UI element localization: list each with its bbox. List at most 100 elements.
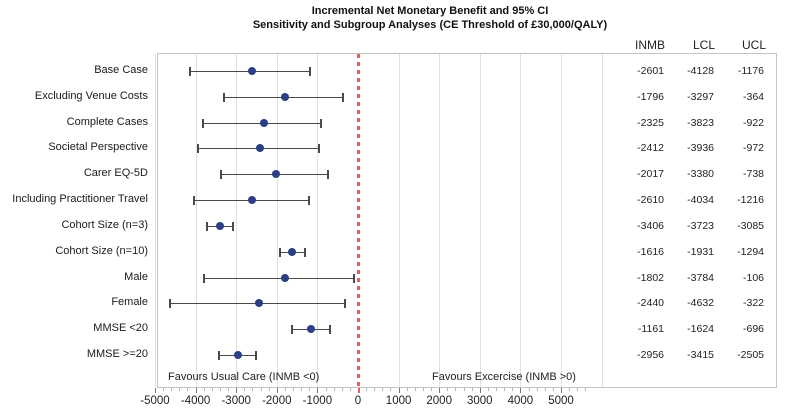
gridline xyxy=(398,54,400,387)
x-axis-minor-tick xyxy=(552,388,554,391)
x-axis-minor-tick xyxy=(219,388,221,391)
x-axis-minor-tick xyxy=(471,388,473,391)
column-header-lcl: LCL xyxy=(692,38,715,52)
x-axis-minor-tick xyxy=(528,388,530,391)
ci-cap-left xyxy=(278,247,281,257)
stat-lcl: -3823 xyxy=(687,116,714,129)
gridline xyxy=(520,54,522,387)
x-axis-minor-tick xyxy=(252,388,254,391)
x-axis-minor-tick xyxy=(301,388,303,391)
ci-whisker xyxy=(204,277,354,279)
x-axis-minor-tick xyxy=(390,388,392,391)
row-label: Complete Cases xyxy=(66,115,148,128)
x-axis-minor-tick xyxy=(585,388,587,391)
gridline xyxy=(155,54,156,387)
row-label: Carer EQ-5D xyxy=(83,167,148,180)
x-axis-tick-label: 0 xyxy=(354,395,362,407)
x-axis-tick xyxy=(195,388,197,393)
x-axis-minor-tick xyxy=(374,388,376,391)
stat-inmb: -1802 xyxy=(637,271,664,284)
gridline xyxy=(276,54,278,387)
stat-inmb: -2601 xyxy=(637,65,664,77)
x-axis-tick xyxy=(276,388,278,393)
x-axis-minor-tick xyxy=(260,388,262,391)
stat-lcl: -4632 xyxy=(687,297,714,310)
row-label: Female xyxy=(111,296,148,309)
x-axis-tick-label: 1000 xyxy=(385,395,412,407)
x-axis-minor-tick xyxy=(179,388,181,391)
x-axis-tick xyxy=(358,388,360,393)
stat-inmb: -2610 xyxy=(637,194,664,207)
x-axis-minor-tick xyxy=(244,388,246,391)
row-label: MMSE <20 xyxy=(93,322,148,335)
x-axis-minor-tick xyxy=(496,388,498,391)
stat-inmb: -1161 xyxy=(637,323,664,336)
stat-lcl: -3723 xyxy=(687,219,714,232)
stat-ucl: -2505 xyxy=(737,349,764,362)
gridline xyxy=(479,54,481,387)
gridline xyxy=(317,54,319,387)
x-axis-minor-tick xyxy=(268,388,270,391)
ci-cap-left xyxy=(203,273,206,283)
x-axis-minor-tick xyxy=(414,388,416,391)
x-axis-minor-tick xyxy=(325,388,327,391)
stat-ucl: -1176 xyxy=(737,65,764,77)
x-axis-tick xyxy=(398,388,400,393)
x-axis-tick-label: -5000 xyxy=(140,395,170,407)
stat-inmb: -2412 xyxy=(637,142,664,155)
stat-lcl: -1931 xyxy=(687,245,714,258)
x-axis-tick-label: -4000 xyxy=(180,395,211,407)
ci-cap-right xyxy=(255,351,258,361)
gridline xyxy=(236,54,238,387)
inmb-marker xyxy=(281,92,290,101)
stat-lcl: -3415 xyxy=(687,349,714,362)
stat-ucl: -106 xyxy=(742,271,764,284)
row-label: Cohort Size (n=3) xyxy=(61,218,148,231)
x-axis-tick-label: 5000 xyxy=(548,395,574,407)
x-axis-tick-label: -2000 xyxy=(262,395,292,407)
ci-cap-left xyxy=(193,196,196,206)
ci-cap-left xyxy=(201,118,204,128)
stat-ucl: -922 xyxy=(742,116,764,129)
chart-subtitle: Sensitivity and Subgroup Analyses (CE Th… xyxy=(252,19,608,31)
stat-inmb: -1796 xyxy=(637,90,664,103)
inmb-marker xyxy=(248,196,257,205)
row-label: Excluding Venue Costs xyxy=(34,89,148,102)
stat-inmb: -2956 xyxy=(637,349,664,362)
ci-cap-left xyxy=(205,221,208,231)
inmb-marker xyxy=(215,221,224,230)
inmb-marker xyxy=(280,273,289,282)
x-axis-minor-tick xyxy=(211,388,213,391)
chart-title: Incremental Net Monetary Benefit and 95%… xyxy=(311,5,549,17)
x-axis-tick xyxy=(236,388,238,393)
stat-inmb: -3406 xyxy=(637,219,664,232)
stat-ucl: -972 xyxy=(742,142,764,155)
x-axis-minor-tick xyxy=(187,388,189,391)
x-axis-tick-label: 3000 xyxy=(467,395,493,407)
inmb-marker xyxy=(254,299,263,308)
x-axis-minor-tick xyxy=(455,388,457,391)
stat-inmb: -2325 xyxy=(637,116,664,129)
column-header-inmb: INMB xyxy=(635,38,665,52)
x-axis-minor-tick xyxy=(228,388,230,391)
stat-lcl: -3784 xyxy=(687,271,714,284)
x-axis-tick-label: -3000 xyxy=(221,395,251,407)
x-axis-minor-tick xyxy=(431,388,433,391)
x-axis-minor-tick xyxy=(544,388,546,391)
ci-cap-left xyxy=(168,299,171,309)
ci-cap-right xyxy=(231,221,234,231)
annotation-favours-usual-care: Favours Usual Care (INMB <0) xyxy=(168,371,320,383)
ci-cap-left xyxy=(223,92,226,102)
stat-inmb: -2017 xyxy=(637,168,664,181)
x-axis-minor-tick xyxy=(512,388,514,391)
x-axis-tick xyxy=(155,388,156,393)
gridline xyxy=(561,54,562,387)
ci-cap-right xyxy=(352,273,355,283)
x-axis-minor-tick xyxy=(422,388,424,391)
stat-lcl: -4128 xyxy=(687,65,714,77)
x-axis-minor-tick xyxy=(171,388,173,391)
stat-lcl: -3936 xyxy=(687,142,714,155)
ci-cap-right xyxy=(343,299,346,309)
ci-cap-right xyxy=(307,196,310,206)
plot-frame xyxy=(157,53,777,388)
